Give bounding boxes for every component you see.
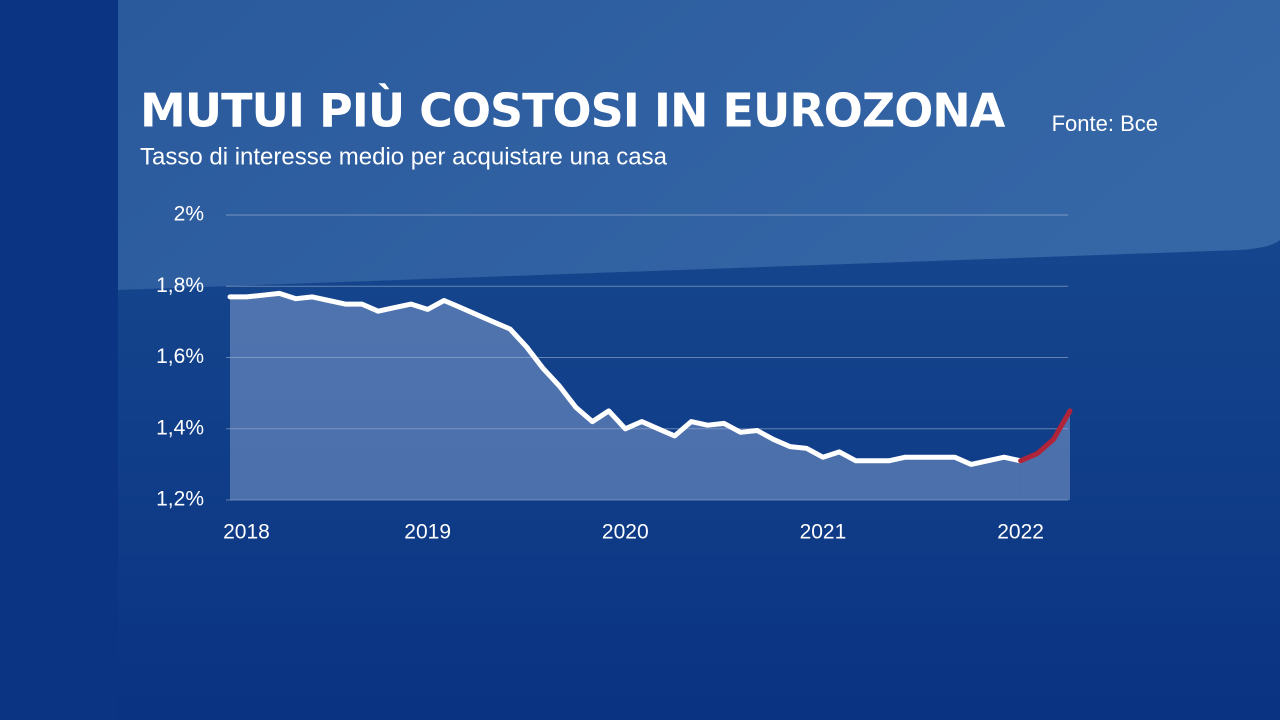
y-tick-label: 2% (174, 203, 204, 226)
y-tick-label: 1,2% (156, 488, 204, 511)
chart-title: MUTUI PIÙ COSTOSI IN EUROZONA (140, 84, 1006, 138)
y-tick-label: 1,4% (156, 416, 204, 439)
y-tick-label: 1,8% (156, 274, 204, 297)
x-tick-label: 2019 (404, 521, 451, 544)
x-tick-label: 2020 (602, 521, 649, 544)
x-tick-label: 2021 (800, 521, 847, 544)
x-tick-label: 2022 (997, 521, 1044, 544)
line (227, 290, 1024, 467)
x-tick-label: 2018 (223, 521, 270, 544)
area (230, 293, 1021, 500)
y-tick-label: 1,6% (156, 345, 204, 368)
background-sheen (118, 0, 1280, 290)
line (1018, 408, 1073, 464)
chart-subtitle: Tasso di interesse medio per acquistare … (140, 143, 668, 170)
source: Fonte: Bce (1052, 111, 1158, 136)
side-strip (0, 0, 118, 720)
